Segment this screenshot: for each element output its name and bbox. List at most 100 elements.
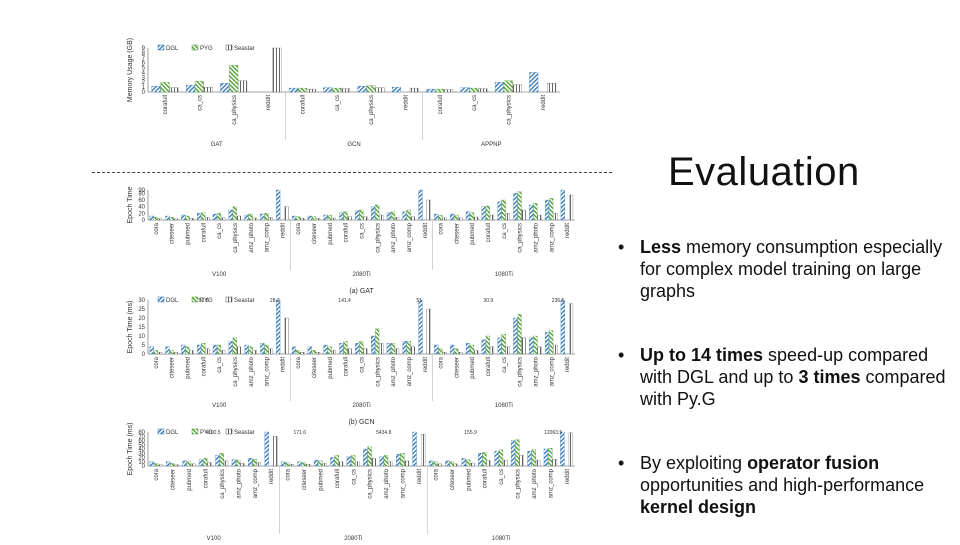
bullet-item: Up to 14 times speed-up compared with DG… [616, 344, 946, 410]
y-tick-label: 30 [138, 298, 145, 304]
bar-seastar [238, 80, 248, 93]
slide-title: Evaluation [668, 150, 860, 194]
category-label: cora [439, 356, 445, 368]
bullet-text: 3 times [798, 367, 861, 387]
bar-pyg [334, 455, 339, 467]
category-label: reddit [565, 469, 571, 484]
category-label: ca_physics [233, 223, 239, 253]
bar-seastar [442, 352, 447, 355]
bar-dgl [291, 215, 297, 221]
category-label: reddit [404, 95, 410, 110]
category-label: cora [439, 222, 445, 234]
bar-dgl [513, 193, 518, 221]
bar-seastar [553, 344, 558, 355]
bar-pyg [343, 211, 348, 221]
legend-swatch [157, 296, 165, 303]
bar-seastar [395, 348, 400, 355]
category-label: ca_physics [233, 357, 239, 387]
bar-seastar [437, 463, 442, 467]
category-label: amz_comp [549, 222, 555, 252]
bar-dgl [386, 212, 391, 221]
bar-dgl [513, 317, 518, 355]
bar-seastar [489, 214, 495, 221]
category-label: ca_cs [360, 223, 366, 239]
bar-dgl [460, 87, 470, 93]
bar-dgl [450, 344, 455, 355]
bar-seastar [474, 216, 479, 221]
bar-seastar [458, 217, 463, 221]
category-label: cora [296, 222, 302, 234]
bar-dgl [165, 215, 170, 221]
bar-annotation: 141.4 [338, 298, 351, 304]
category-label: amz_comp [401, 468, 407, 498]
bar-dgl [151, 85, 161, 93]
bar-pyg [366, 85, 376, 93]
bar-pyg [248, 346, 253, 355]
bar-dgl [497, 201, 502, 221]
bar-pyg [318, 460, 323, 467]
y-tick-label: 20 [138, 211, 145, 217]
bar-seastar [157, 218, 162, 221]
bar-dgl [544, 199, 550, 221]
bar-seastar [404, 460, 409, 467]
category-label: amz_comp [253, 468, 259, 498]
bar-dgl [426, 88, 436, 93]
bullet-text: By exploiting [640, 453, 748, 473]
bar-seastar [505, 346, 510, 355]
bar-pyg [296, 216, 301, 221]
category-label: pubmed [466, 469, 472, 491]
group-label: 2080Ti [352, 403, 370, 409]
category-label: cora [433, 468, 439, 480]
bullet-text: Up to 14 times [640, 345, 764, 365]
bar-pyg [327, 215, 332, 221]
category-label: amz_photo [391, 222, 397, 252]
y-tick-label: 80 [138, 430, 145, 436]
bar-dgl [560, 431, 565, 467]
bar-seastar [273, 436, 278, 467]
bar-dgl [445, 460, 450, 467]
bar-seastar [347, 216, 352, 221]
group-label: V100 [212, 272, 227, 278]
dashed-divider [92, 172, 612, 173]
bullet-item: By exploiting operator fusion opportunit… [616, 452, 946, 518]
bar-seastar [157, 352, 162, 355]
bar-dgl [560, 189, 565, 221]
category-label: citeseer [450, 469, 456, 490]
legend-label: DGL [166, 46, 179, 52]
y-axis-label: Memory Usage (GB) [127, 38, 134, 102]
bar-pyg [264, 344, 269, 355]
bar-seastar [537, 214, 542, 221]
bar-pyg [359, 341, 364, 355]
bar-pyg [170, 463, 175, 467]
bar-dgl [149, 461, 154, 467]
category-label: ca_cs [502, 223, 508, 239]
legend-swatch [191, 428, 199, 435]
legend-label: Seastar [234, 430, 255, 436]
bar-seastar [169, 87, 179, 93]
bar-pyg [359, 209, 364, 221]
category-label: amz_comp [407, 356, 413, 386]
bar-dgl [544, 332, 550, 355]
bar-dgl [402, 341, 407, 355]
bar-pyg [517, 191, 522, 221]
bar-pyg [435, 88, 445, 93]
bar-dgl [185, 85, 195, 93]
category-label: ca_cs [499, 469, 505, 485]
bar-seastar [289, 464, 294, 467]
bar-dgl [527, 450, 532, 467]
bar-seastar [379, 214, 384, 221]
bar-pyg [498, 449, 504, 467]
y-tick-label: 5 [142, 343, 146, 349]
bar-dgl [418, 189, 423, 221]
legend-label: DGL [166, 298, 179, 304]
category-label: corafull [335, 469, 341, 488]
bar-pyg [153, 350, 158, 355]
category-label: pubmed [470, 223, 476, 245]
legend-label: PYG [200, 46, 213, 52]
category-label: pubmed [328, 357, 334, 379]
bar-seastar [252, 217, 257, 221]
bar-annotation: 4100.5 [205, 430, 221, 436]
bar-pyg [194, 81, 204, 93]
legend-label: Seastar [234, 298, 255, 304]
bar-dgl [494, 82, 504, 93]
